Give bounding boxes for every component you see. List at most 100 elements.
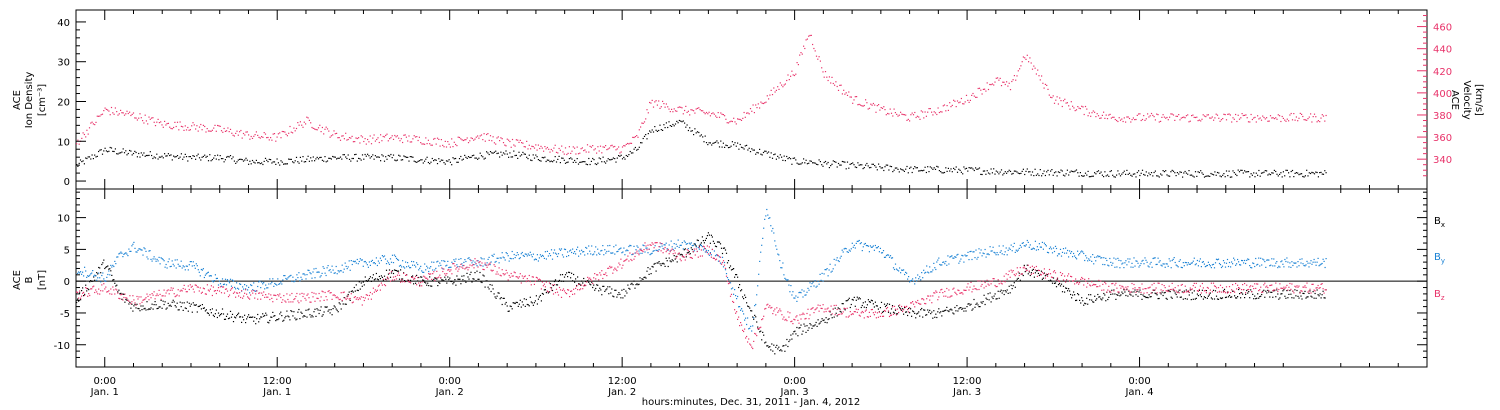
series-point [387, 278, 390, 280]
series-point [1153, 116, 1155, 118]
series-point [557, 253, 560, 255]
series-point [959, 260, 961, 262]
series-point [130, 250, 132, 252]
series-point [656, 130, 658, 132]
series-point [969, 251, 971, 253]
series-point [573, 252, 575, 254]
series-point [863, 243, 865, 245]
series-point [734, 142, 736, 144]
series-point [86, 290, 88, 292]
series-point [824, 321, 826, 323]
series-point [379, 289, 381, 291]
series-point [539, 294, 541, 297]
series-point [1013, 282, 1015, 284]
series-point [479, 152, 481, 154]
series-point [1250, 173, 1252, 175]
series-point [1246, 171, 1248, 173]
series-point [994, 293, 996, 295]
series-point [197, 286, 199, 288]
series-point [603, 146, 605, 148]
series-point [1103, 176, 1105, 178]
series-point [619, 152, 621, 154]
series-point [507, 255, 509, 257]
series-point [763, 334, 765, 336]
series-point [92, 286, 94, 288]
series-point [292, 132, 294, 134]
series-point [627, 250, 629, 252]
series-point [575, 287, 577, 289]
series-point [333, 305, 335, 307]
series-point [1102, 263, 1104, 266]
series-point [762, 102, 765, 105]
series-point [1122, 120, 1124, 123]
series-point [590, 253, 592, 255]
series-point [666, 248, 668, 250]
series-point [134, 117, 136, 119]
series-point [448, 267, 450, 269]
series-point [1197, 295, 1199, 297]
series-point [1225, 296, 1228, 298]
series-point [1316, 289, 1318, 291]
series-point [713, 113, 715, 115]
series-point [577, 153, 580, 155]
series-point [1227, 175, 1229, 177]
series-point [906, 272, 908, 274]
top-right-ylabel-line1: ACE [1449, 90, 1460, 110]
series-point [769, 217, 771, 219]
series-point [1144, 257, 1146, 259]
series-point [202, 307, 204, 309]
series-point [603, 285, 605, 287]
series-point [562, 280, 565, 282]
series-point [804, 47, 806, 50]
series-point [944, 309, 946, 312]
series-point [646, 270, 648, 272]
series-point [764, 150, 766, 152]
series-point [1213, 119, 1215, 121]
series-point [216, 289, 218, 292]
series-point [1324, 266, 1326, 269]
series-point [803, 323, 805, 325]
series-point [586, 247, 588, 249]
series-point [687, 252, 689, 254]
series-point [373, 279, 375, 281]
series-point [547, 291, 549, 293]
series-point [1235, 173, 1237, 175]
series-point [1194, 298, 1196, 300]
series-point [104, 288, 106, 290]
series-point [1117, 257, 1119, 259]
series-point [1242, 114, 1244, 117]
series-point [163, 289, 165, 291]
series-point [217, 124, 219, 127]
series-point [346, 157, 348, 160]
series-point [1297, 120, 1299, 122]
series-point [899, 307, 901, 309]
series-point [1310, 260, 1312, 262]
series-point [521, 142, 523, 144]
series-point [97, 277, 99, 279]
series-point [139, 303, 141, 305]
series-point [1325, 258, 1327, 260]
series-point [700, 110, 702, 112]
series-point [280, 281, 282, 283]
series-point [170, 305, 172, 307]
series-point [658, 249, 660, 251]
series-point [1125, 121, 1127, 123]
series-point [425, 137, 427, 139]
series-point [1041, 241, 1043, 243]
series-point [1115, 258, 1117, 260]
series-point [604, 273, 606, 276]
series-point [809, 160, 811, 162]
series-point [1146, 296, 1148, 298]
series-point [595, 287, 597, 290]
series-point [292, 161, 294, 163]
series-point [502, 152, 505, 154]
series-point [953, 313, 955, 315]
series-point [893, 268, 896, 271]
series-point [284, 300, 286, 302]
series-point [494, 261, 496, 263]
series-point [270, 283, 272, 285]
series-point [1058, 253, 1061, 255]
series-point [612, 157, 614, 159]
series-point [790, 75, 792, 77]
